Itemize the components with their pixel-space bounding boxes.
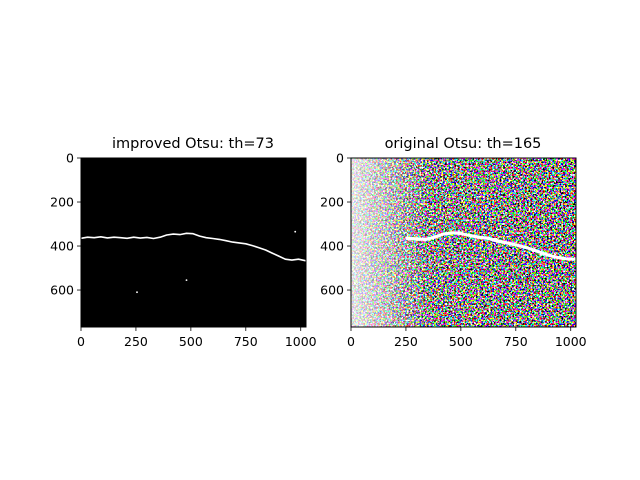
speck-improved-0 [136,291,138,294]
axes-ticks-improved: 0 250 500 750 1000 0 200 400 600 [50,151,317,350]
panel-title-improved: improved Otsu: th=73 [112,136,274,152]
y-tick-label-original: 600 [320,283,344,298]
y-tick-label-improved: 400 [50,239,74,254]
x-tick-label-original: 250 [394,334,418,349]
axes-frame-original [350,157,577,328]
crack-line-original [405,231,577,261]
x-tick-label-original: 750 [504,334,528,349]
image-bright-region-original [351,158,576,327]
x-tick-label-original: 0 [347,334,355,349]
y-tick-label-improved: 600 [50,283,74,298]
x-tick-label-original: 500 [449,334,473,349]
axes-frame-improved [80,157,307,328]
x-tick-label-improved: 1000 [285,334,317,349]
axes-ticks-original: 0 250 500 750 1000 0 200 400 600 [320,151,587,350]
panel-original-otsu: original Otsu: th=165 0 250 500 750 1000 0 200… [320,136,587,349]
x-tick-label-improved: 0 [77,334,85,349]
speck-improved-2 [294,230,297,233]
crack-line-improved [80,232,307,262]
speck-improved-1 [185,279,188,281]
y-tick-label-improved: 200 [50,195,74,210]
panel-title-original: original Otsu: th=165 [385,136,542,152]
y-tick-label-original: 0 [336,151,344,166]
x-tick-label-improved: 250 [124,334,148,349]
y-tick-label-improved: 0 [66,151,74,166]
x-tick-label-improved: 500 [179,334,203,349]
x-tick-label-original: 1000 [555,334,587,349]
y-tick-label-original: 400 [320,239,344,254]
x-tick-label-improved: 750 [234,334,258,349]
image-area-original [351,158,577,327]
image-area-improved [80,158,307,327]
y-tick-label-original: 200 [320,195,344,210]
panel-improved-otsu: improved Otsu: th=73 0 250 500 750 1000 0 200 4… [50,136,317,349]
image-background-improved [81,158,306,327]
